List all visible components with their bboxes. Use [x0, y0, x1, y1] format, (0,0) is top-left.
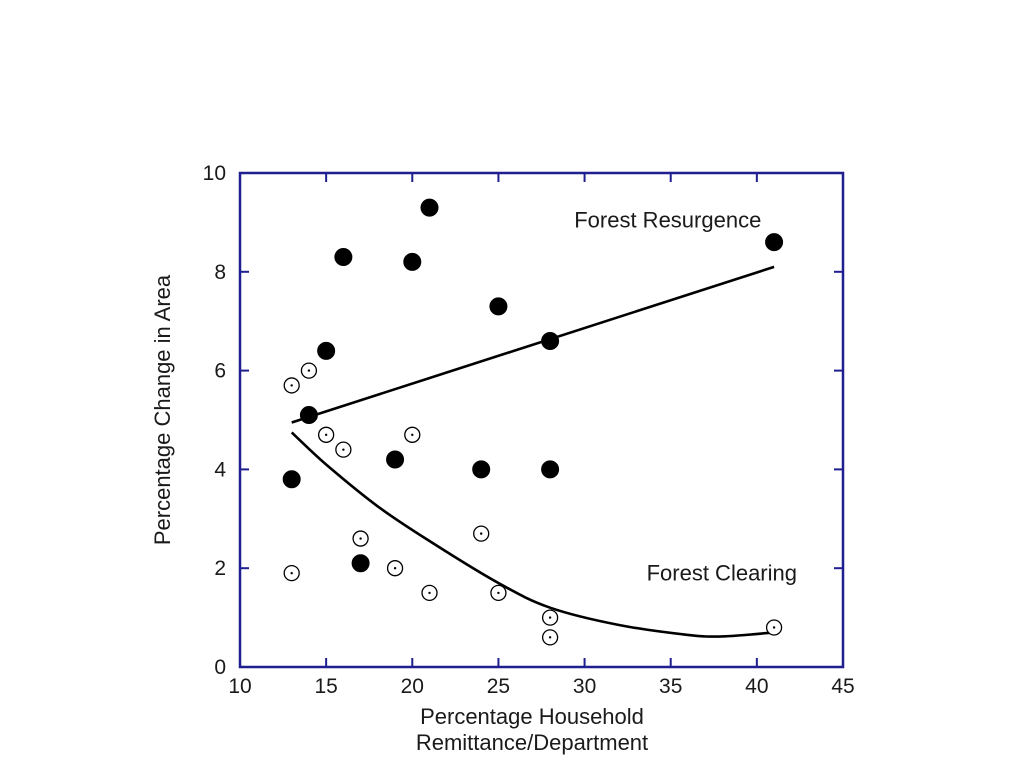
- x-tick-label: 15: [314, 675, 337, 698]
- resurgence-point: [386, 450, 405, 469]
- y-tick-label: 4: [214, 458, 226, 481]
- resurgence-point: [472, 460, 491, 479]
- y-axis-title: Percentage Change in Area: [150, 274, 175, 545]
- resurgence-point: [282, 470, 301, 489]
- forest-resurgence-label: Forest Resurgence: [574, 207, 761, 232]
- clearing-point-dot: [290, 571, 293, 575]
- plot-area: [238, 171, 845, 669]
- clearing-point: [386, 560, 404, 577]
- y-tick-label: 6: [214, 360, 226, 383]
- x-axis-title: Percentage Household: [420, 704, 644, 729]
- clearing-point-dot: [342, 448, 345, 451]
- y-tick-label: 8: [214, 261, 226, 284]
- clearing-point: [335, 441, 352, 458]
- resurgence-point: [489, 297, 508, 316]
- clearing-point: [765, 619, 783, 636]
- resurgence-point: [334, 247, 353, 266]
- clearing-point-dot: [307, 369, 311, 372]
- clearing-point: [300, 362, 318, 379]
- resurgence-point: [403, 252, 422, 271]
- resurgence-trendline: [291, 265, 775, 424]
- y-tick-label: 2: [214, 557, 226, 580]
- plot-frame: [238, 171, 845, 669]
- clearing-point: [473, 525, 490, 542]
- trendlines: [290, 265, 775, 638]
- clearing-point-dot: [359, 537, 362, 540]
- x-tick-label: 40: [745, 675, 768, 698]
- clearing-point: [421, 584, 438, 602]
- resurgence-point: [541, 460, 560, 479]
- clearing-point-dot: [290, 384, 293, 387]
- clearing-point: [404, 426, 421, 443]
- clearing-point: [541, 609, 559, 626]
- x-tick-label: 45: [831, 675, 854, 698]
- y-tick-label: 0: [214, 656, 226, 679]
- resurgence-point: [765, 233, 784, 252]
- x-tick-label: 10: [228, 675, 251, 698]
- clearing-point: [541, 629, 559, 646]
- x-tick-label: 30: [573, 675, 596, 698]
- clearing-point: [490, 584, 507, 602]
- data-points: [282, 198, 784, 646]
- y-tick-label: 10: [203, 162, 226, 185]
- chart-labels: Forest Resurgence Forest Clearing Percenta…: [150, 207, 797, 755]
- clearing-point-dot: [393, 567, 397, 570]
- x-tick-label: 20: [401, 675, 424, 698]
- resurgence-point: [541, 331, 560, 350]
- resurgence-point: [299, 406, 318, 425]
- clearing-trendline: [290, 431, 775, 638]
- x-axis-title: Remittance/Department: [416, 730, 648, 755]
- clearing-point: [283, 564, 300, 582]
- clearing-point-dot: [772, 626, 776, 629]
- axis-ticks: 10 15 20 25 30 35 40 45 0 2 4 6 8 10: [203, 162, 855, 698]
- resurgence-point: [351, 554, 370, 573]
- clearing-point-dot: [548, 636, 552, 639]
- clearing-point-dot: [428, 591, 431, 595]
- forest-clearing-label: Forest Clearing: [647, 561, 797, 586]
- clearing-point-dot: [411, 433, 414, 437]
- resurgence-point: [420, 198, 439, 217]
- clearing-point: [283, 377, 300, 394]
- x-tick-label: 35: [659, 675, 682, 698]
- clearing-point: [317, 426, 335, 443]
- clearing-point-dot: [497, 591, 500, 595]
- resurgence-point: [317, 341, 336, 360]
- clearing-point-dot: [480, 532, 483, 535]
- clearing-point-dot: [548, 616, 552, 619]
- clearing-point-dot: [324, 433, 328, 437]
- x-tick-label: 25: [487, 675, 510, 698]
- clearing-point: [352, 530, 369, 547]
